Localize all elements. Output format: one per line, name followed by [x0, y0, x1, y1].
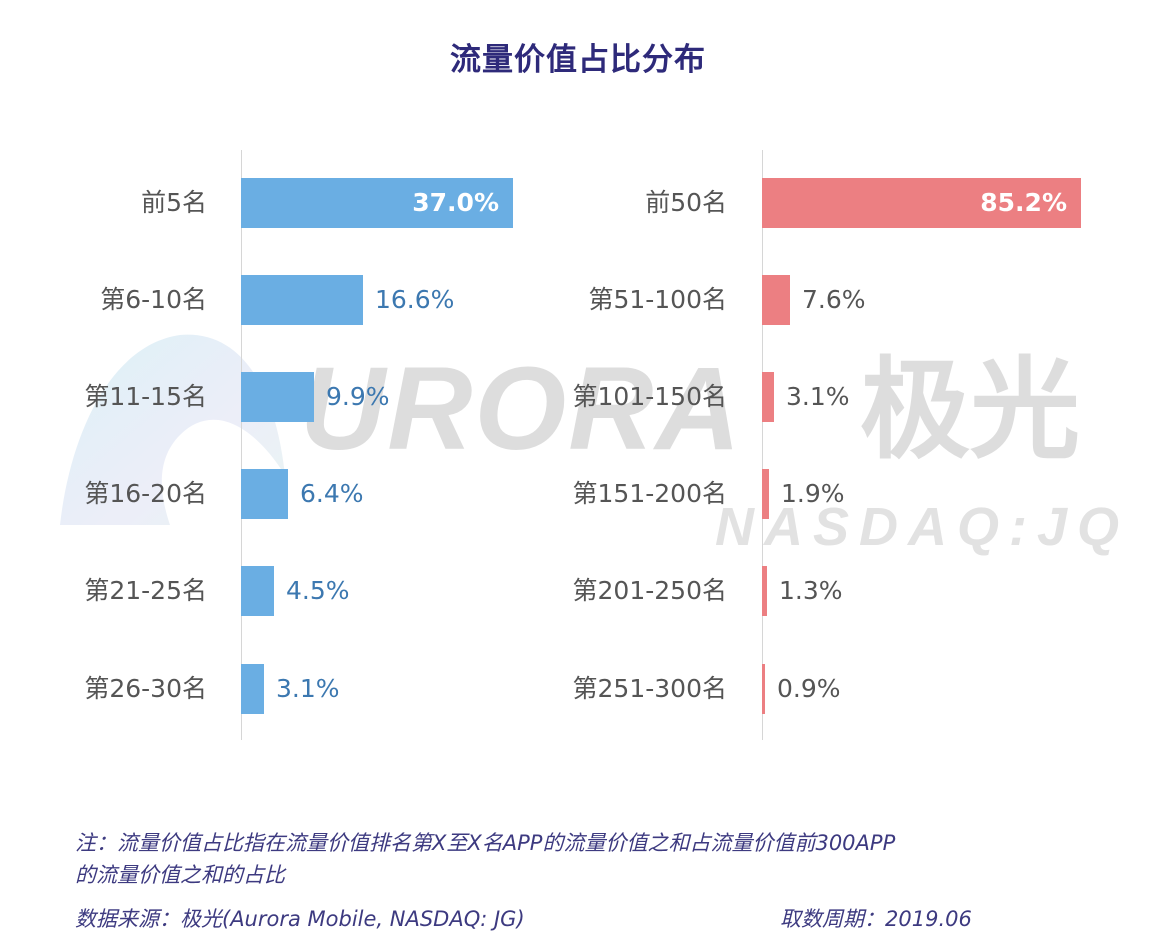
bar: [762, 178, 1081, 228]
bar-row: 第26-30名 3.1%: [0, 664, 1156, 714]
bar-row: 第201-250名 1.3%: [0, 566, 1156, 616]
value-label: 0.9%: [777, 674, 841, 703]
category-label: 第101-150名: [572, 382, 727, 411]
bar: [241, 566, 274, 616]
category-label: 第51-100名: [588, 285, 727, 314]
category-label: 第16-20名: [84, 479, 207, 508]
footnote-line1: 注：流量价值占比指在流量价值排名第X至X名APP的流量价值之和占流量价值前300…: [75, 831, 896, 855]
value-label: 1.3%: [779, 576, 843, 605]
bar-row: 第251-300名 0.9%: [0, 664, 1156, 714]
value-label: 85.2%: [980, 188, 1067, 217]
footnote-line2: 的流量价值之和的占比: [75, 863, 285, 887]
value-label: 1.9%: [781, 479, 845, 508]
bar: [762, 372, 774, 422]
category-label: 前5名: [141, 188, 207, 217]
bar: [241, 275, 363, 325]
bar: [762, 566, 767, 616]
bar: [241, 664, 264, 714]
bar: [762, 664, 765, 714]
category-label: 第6-10名: [100, 285, 207, 314]
bar: [241, 469, 288, 519]
bar-row: 第21-25名 4.5%: [0, 566, 1156, 616]
bar: [762, 469, 769, 519]
bar-row: 第11-15名 9.9%: [0, 372, 1156, 422]
bar-row: 第151-200名 1.9%: [0, 469, 1156, 519]
right-axis-line: [762, 150, 763, 740]
bar-row: 前5名 37.0%: [0, 178, 1156, 228]
value-label: 6.4%: [300, 479, 364, 508]
category-label: 第21-25名: [84, 576, 207, 605]
data-source: 数据来源：极光(Aurora Mobile, NASDAQ: JG): [75, 907, 525, 931]
right-bar-chart: [0, 150, 1156, 740]
value-label: 9.9%: [326, 382, 390, 411]
left-axis-line: [241, 150, 242, 740]
bar: [241, 372, 314, 422]
chart-title: 流量价值占比分布: [450, 42, 706, 78]
left-bar-chart: [0, 150, 560, 740]
value-label: 16.6%: [375, 285, 455, 314]
bar-row: 第51-100名 7.6%: [0, 275, 1156, 325]
bar: [241, 178, 513, 228]
bar-row: 第101-150名 3.1%: [0, 372, 1156, 422]
value-label: 3.1%: [276, 674, 340, 703]
category-label: 第151-200名: [572, 479, 727, 508]
category-label: 前50名: [645, 188, 727, 217]
bar-row: 前50名 85.2%: [0, 178, 1156, 228]
data-period: 取数周期：2019.06: [780, 907, 972, 931]
value-label: 4.5%: [286, 576, 350, 605]
bar-row: 第6-10名 16.6%: [0, 275, 1156, 325]
bar: [762, 275, 790, 325]
bar-row: 第16-20名 6.4%: [0, 469, 1156, 519]
category-label: 第26-30名: [84, 674, 207, 703]
category-label: 第251-300名: [572, 674, 727, 703]
value-label: 7.6%: [802, 285, 866, 314]
value-label: 37.0%: [412, 188, 499, 217]
category-label: 第201-250名: [572, 576, 727, 605]
category-label: 第11-15名: [84, 382, 207, 411]
value-label: 3.1%: [786, 382, 850, 411]
